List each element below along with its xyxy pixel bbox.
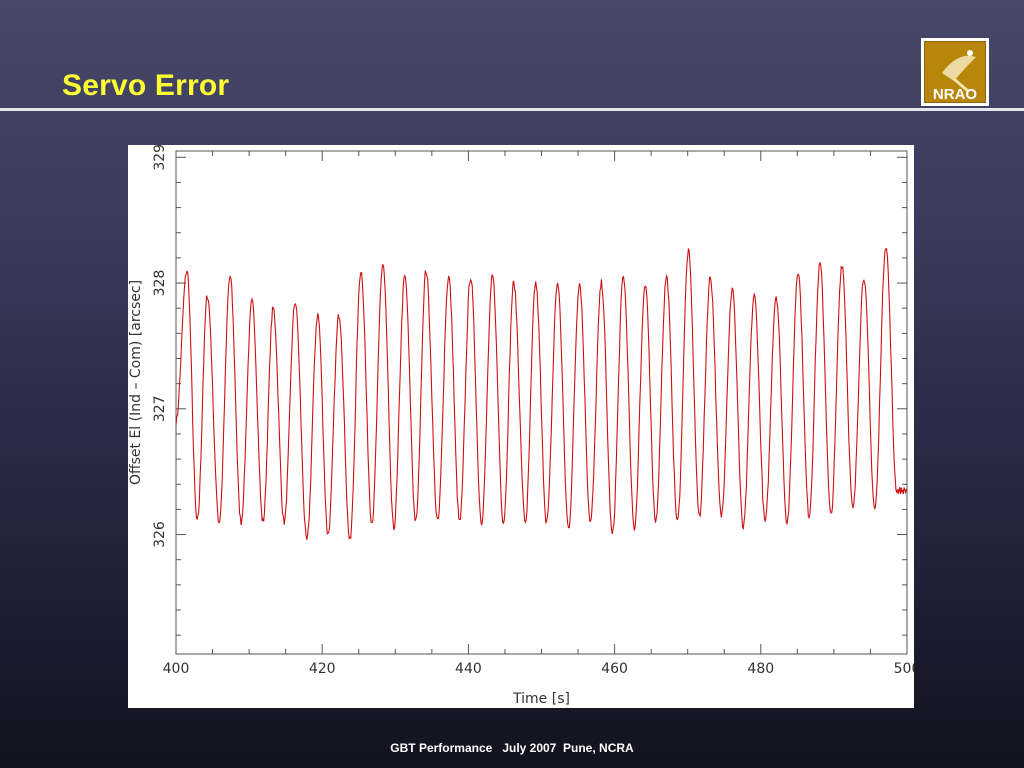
x-tick-label: 420: [309, 661, 336, 677]
title-divider: [0, 108, 1024, 111]
plot-panel: 400420440460480500326327328329 Time [s] …: [128, 145, 914, 708]
x-tick-label: 440: [455, 661, 482, 677]
x-tick-label: 480: [747, 661, 774, 677]
axis-tick-labels: 400 420 440 460 480 500 326 327 328 329: [152, 145, 914, 677]
axis-ticks: [175, 151, 908, 654]
x-tick-label: 400: [163, 661, 190, 677]
x-tick-label: 460: [601, 661, 628, 677]
slide-footer: GBT Performance July 2007 Pune, NCRA: [390, 741, 634, 755]
logo-text: NRAO: [933, 86, 977, 103]
y-tick-label: 328: [152, 270, 168, 297]
y-tick-label: 329: [152, 145, 168, 171]
y-tick-label: 326: [152, 521, 168, 548]
nrao-logo: NRAO: [921, 38, 989, 106]
nrao-logo-mark: NRAO: [924, 41, 986, 103]
y-tick-label: 327: [152, 395, 168, 422]
y-axis-label: Offset El (Ind – Com) [arcsec]: [128, 280, 144, 485]
x-axis-label: Time [s]: [512, 691, 570, 707]
servo-error-chart: 400420440460480500326327328329 Time [s] …: [128, 145, 914, 707]
series-line: [175, 248, 908, 540]
x-tick-label: 500: [894, 661, 914, 677]
slide-title: Servo Error: [62, 69, 230, 102]
